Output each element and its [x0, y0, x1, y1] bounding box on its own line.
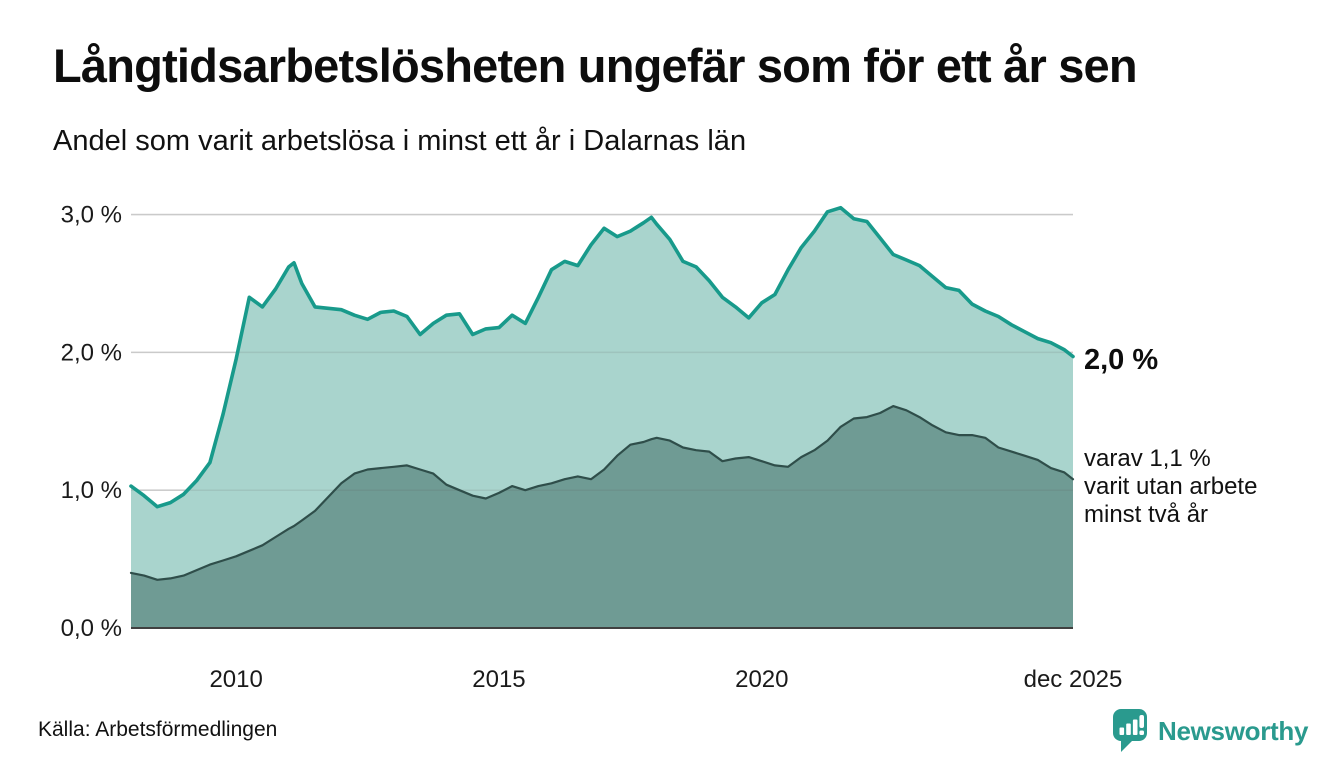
page-subtitle: Andel som varit arbetslösa i minst ett å…	[53, 125, 747, 157]
gridlines-overlay	[131, 213, 1073, 491]
end-note-line-3: minst två år	[1084, 501, 1209, 528]
page-title: Långtidsarbetslösheten ungefär som för e…	[53, 39, 1138, 92]
end-value-label-total: 2,0 %	[1084, 344, 1159, 376]
newsworthy-wordmark: Newsworthy	[1158, 716, 1309, 746]
end-note-annotation: varav 1,1 % varit utan arbete minst två …	[1084, 445, 1257, 529]
y-tick-label: 3,0 %	[61, 202, 122, 229]
y-axis-tick-labels: 3,0 % 2,0 % 1,0 % 0,0 %	[61, 202, 122, 642]
end-note-line-2: varit utan arbete	[1084, 473, 1258, 500]
y-tick-label: 1,0 %	[61, 477, 122, 504]
y-tick-label: 0,0 %	[61, 615, 122, 642]
end-note-line-1: varav 1,1 %	[1084, 445, 1211, 472]
x-tick-label: dec 2025	[1024, 666, 1123, 693]
x-axis-tick-labels: 2010 2015 2020 dec 2025	[209, 666, 1122, 693]
newsworthy-brand: Newsworthy	[1112, 708, 1308, 756]
area-fill-unemployed-2yr	[131, 406, 1073, 628]
x-tick-label: 2010	[209, 666, 262, 693]
y-tick-label: 2,0 %	[61, 339, 122, 366]
series-line-unemployed-2yr	[129, 405, 1075, 581]
newsworthy-logo-icon	[1113, 709, 1147, 752]
series-line-unemployed-1yr	[129, 205, 1075, 509]
source-credit: Källa: Arbetsförmedlingen	[38, 718, 278, 741]
x-tick-label: 2015	[472, 666, 525, 693]
x-tick-label: 2020	[735, 666, 788, 693]
